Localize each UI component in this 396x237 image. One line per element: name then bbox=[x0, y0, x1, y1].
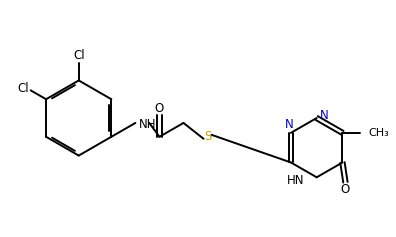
Text: S: S bbox=[204, 130, 211, 143]
Text: Cl: Cl bbox=[17, 82, 29, 95]
Text: CH₃: CH₃ bbox=[368, 128, 389, 138]
Text: N: N bbox=[320, 109, 329, 122]
Text: NH: NH bbox=[139, 118, 157, 132]
Text: O: O bbox=[155, 102, 164, 115]
Text: N: N bbox=[285, 118, 293, 132]
Text: O: O bbox=[341, 183, 350, 196]
Text: Cl: Cl bbox=[73, 49, 84, 62]
Text: HN: HN bbox=[287, 174, 305, 187]
